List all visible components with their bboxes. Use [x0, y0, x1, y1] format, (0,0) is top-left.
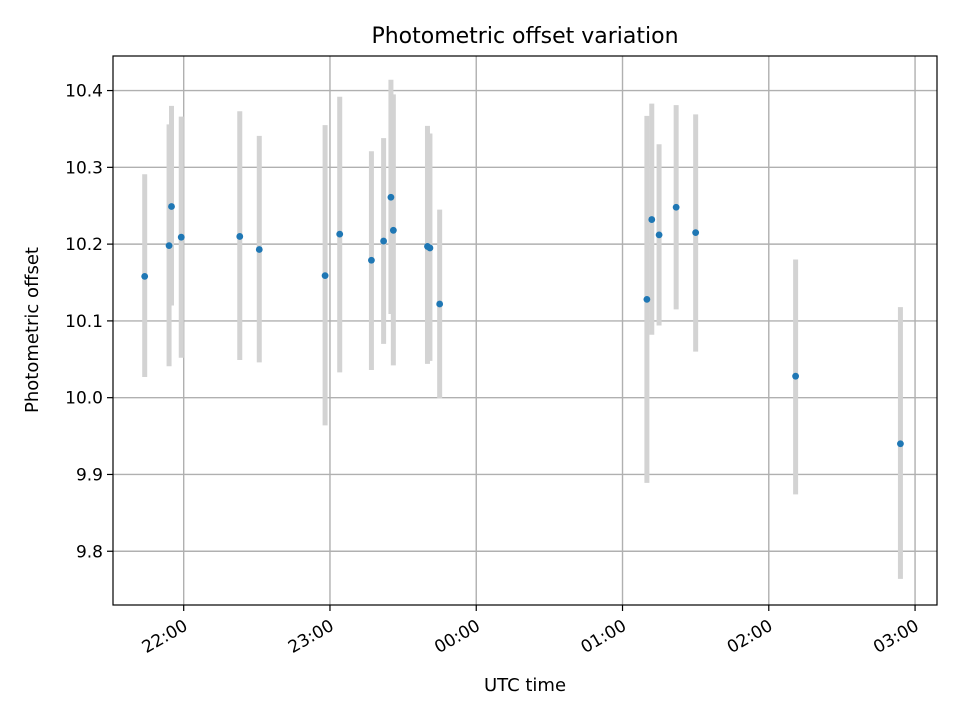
y-tick-label: 10.3	[65, 158, 103, 178]
data-point	[177, 233, 185, 241]
data-point	[389, 226, 397, 234]
data-point	[255, 246, 263, 253]
y-tick-label: 10.0	[65, 389, 103, 409]
data-point	[792, 372, 800, 380]
y-tick-label: 10.2	[65, 235, 103, 255]
y-tick-label: 10.4	[65, 82, 103, 102]
data-point	[692, 229, 700, 237]
data-point	[436, 300, 444, 308]
y-tick-label: 10.1	[65, 312, 103, 332]
data-point	[168, 203, 175, 210]
data-point	[165, 242, 173, 250]
chart-title: Photometric offset variation	[371, 24, 678, 49]
plot-frame	[112, 55, 938, 606]
data-point	[380, 237, 388, 245]
grid	[113, 56, 937, 605]
data-point	[648, 216, 656, 223]
data-points	[141, 193, 904, 448]
y-tick-label: 9.8	[76, 542, 103, 562]
y-axis-label: Photometric offset	[22, 247, 43, 413]
data-point	[141, 272, 149, 280]
data-point	[321, 272, 329, 279]
data-point	[368, 256, 375, 264]
data-point	[336, 230, 344, 238]
data-point	[655, 231, 663, 239]
data-point	[236, 233, 244, 240]
y-tick-label: 9.9	[76, 465, 103, 485]
x-axis-label: UTC time	[484, 675, 566, 696]
data-point	[672, 203, 680, 211]
data-point	[643, 296, 651, 303]
data-point	[897, 440, 904, 448]
data-point	[426, 244, 434, 252]
data-point	[387, 193, 395, 201]
